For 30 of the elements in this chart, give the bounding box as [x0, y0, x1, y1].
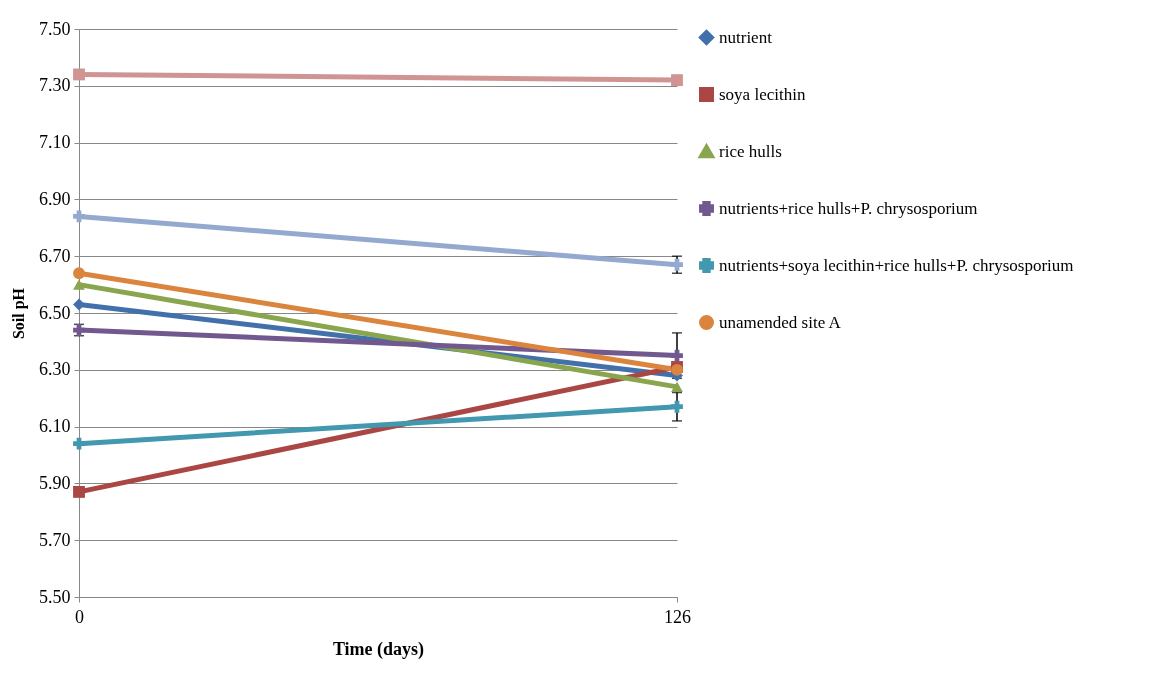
point	[73, 486, 85, 498]
legend-label: nutrients+soya lecithin+rice hulls+P. chrysosporium	[719, 255, 1074, 275]
legend-label: nutrient	[719, 27, 773, 47]
y-tick-label: 7.30	[39, 75, 71, 96]
y-tick-label: 5.90	[39, 472, 71, 493]
y-tick-label: 6.50	[39, 302, 71, 323]
point	[73, 68, 85, 81]
x-tick-label: 0	[75, 606, 84, 627]
y-tick-label: 7.10	[39, 132, 71, 153]
point	[671, 74, 683, 87]
legend-label: nutrients+rice hulls+P. chrysosporium	[719, 198, 978, 218]
point	[73, 210, 85, 223]
y-tick-label: 6.10	[39, 416, 71, 437]
y-tick-label: 6.70	[39, 245, 71, 266]
x-tick-label: 126	[664, 606, 691, 627]
legend-label: rice hulls	[719, 141, 782, 161]
y-tick-label: 5.50	[39, 586, 71, 607]
point	[73, 267, 85, 280]
y-tick-label: 5.70	[39, 529, 71, 550]
y-tick-label: 7.50	[39, 18, 71, 39]
point	[671, 349, 683, 362]
y-tick-label: 6.90	[39, 188, 71, 209]
legend-label: soya lecithin	[719, 84, 806, 104]
legend-label: unamended site A	[719, 312, 842, 332]
point	[73, 298, 85, 311]
point	[671, 400, 683, 413]
point	[73, 437, 85, 450]
y-axis-title: Soil pH	[10, 287, 28, 340]
x-axis-title: Time (days)	[332, 638, 425, 660]
y-tick-label: 6.30	[39, 359, 71, 380]
